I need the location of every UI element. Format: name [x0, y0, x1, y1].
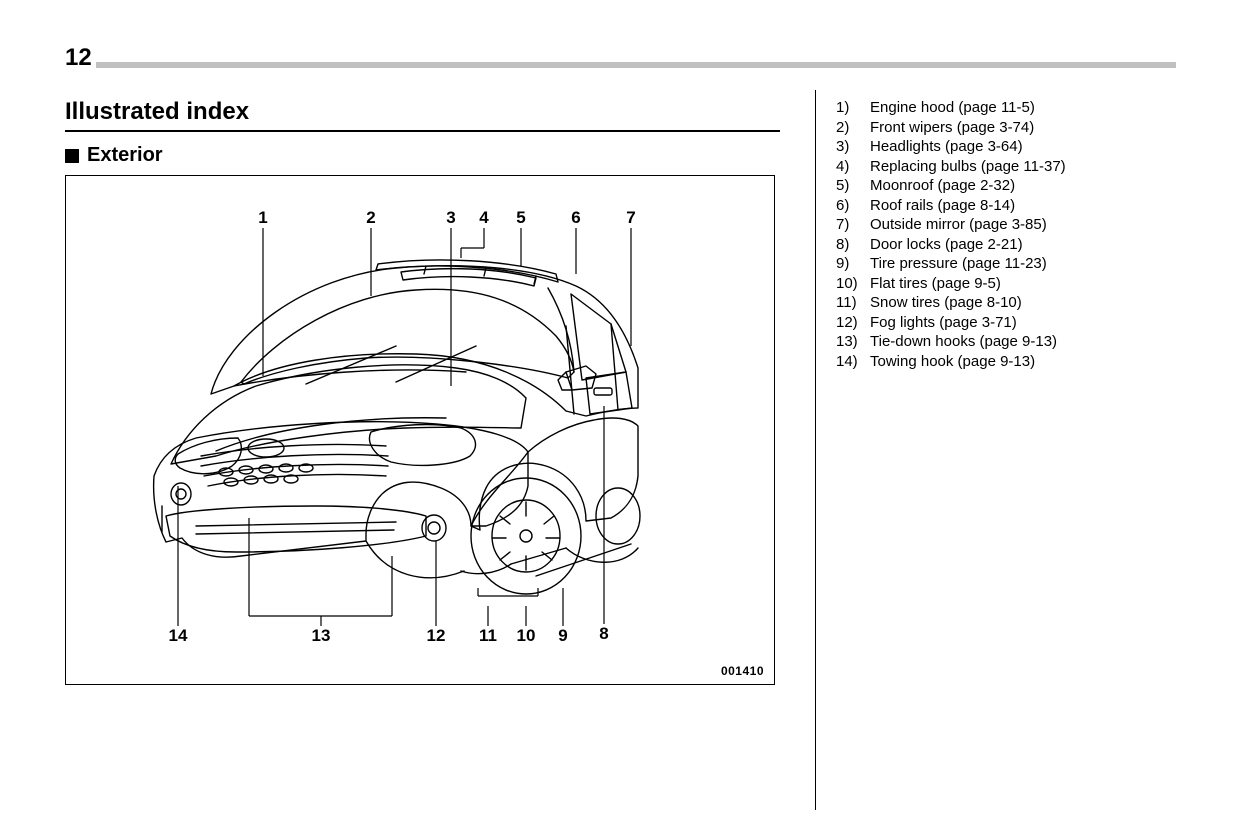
index-item-text: Outside mirror (page 3-85)	[870, 215, 1047, 235]
page-body: Illustrated index Exterior	[65, 98, 1176, 810]
index-item: 6)Roof rails (page 8-14)	[836, 196, 1176, 216]
callout-number: 3	[446, 208, 455, 228]
index-list: 1)Engine hood (page 11-5)2)Front wipers …	[836, 98, 1176, 371]
index-item: 4)Replacing bulbs (page 11-37)	[836, 157, 1176, 177]
column-divider	[815, 90, 816, 810]
figure-code: 001410	[721, 664, 764, 678]
callout-number: 5	[516, 208, 525, 228]
index-item-text: Front wipers (page 3-74)	[870, 118, 1034, 138]
callout-number: 14	[169, 626, 188, 646]
index-item: 3)Headlights (page 3-64)	[836, 137, 1176, 157]
index-item: 12)Fog lights (page 3-71)	[836, 313, 1176, 333]
index-item-number: 4)	[836, 157, 870, 177]
index-item-number: 2)	[836, 118, 870, 138]
subsection-row: Exterior	[65, 144, 780, 167]
index-item: 7)Outside mirror (page 3-85)	[836, 215, 1176, 235]
callout-number: 6	[571, 208, 580, 228]
vehicle-figure: 1234567141312111098 001410	[65, 175, 775, 685]
index-item: 8)Door locks (page 2-21)	[836, 235, 1176, 255]
index-item: 11)Snow tires (page 8-10)	[836, 293, 1176, 313]
callout-number: 4	[479, 208, 488, 228]
index-item-number: 5)	[836, 176, 870, 196]
index-item: 13)Tie-down hooks (page 9-13)	[836, 332, 1176, 352]
index-item-text: Snow tires (page 8-10)	[870, 293, 1022, 313]
index-item: 10)Flat tires (page 9-5)	[836, 274, 1176, 294]
index-item-text: Roof rails (page 8-14)	[870, 196, 1015, 216]
index-item-text: Door locks (page 2-21)	[870, 235, 1023, 255]
index-item-number: 13)	[836, 332, 870, 352]
index-item: 2)Front wipers (page 3-74)	[836, 118, 1176, 138]
index-item-number: 8)	[836, 235, 870, 255]
manual-page: 12 Illustrated index Exterior	[0, 0, 1241, 827]
index-item-text: Fog lights (page 3-71)	[870, 313, 1017, 333]
index-item: 14)Towing hook (page 9-13)	[836, 352, 1176, 372]
index-item-text: Tire pressure (page 11-23)	[870, 254, 1047, 274]
page-number: 12	[65, 46, 96, 70]
index-item: 5)Moonroof (page 2-32)	[836, 176, 1176, 196]
section-heading-rule	[65, 130, 780, 132]
callout-number: 13	[312, 626, 331, 646]
index-item-text: Headlights (page 3-64)	[870, 137, 1023, 157]
index-item-number: 12)	[836, 313, 870, 333]
callout-lines	[66, 176, 776, 686]
callout-number: 11	[479, 626, 497, 646]
index-item-number: 3)	[836, 137, 870, 157]
index-item-number: 10)	[836, 274, 870, 294]
callout-number: 8	[599, 624, 608, 644]
callout-number: 2	[366, 208, 375, 228]
callout-number: 12	[427, 626, 446, 646]
left-column: Illustrated index Exterior	[65, 98, 780, 685]
index-item-number: 7)	[836, 215, 870, 235]
index-item-text: Tie-down hooks (page 9-13)	[870, 332, 1057, 352]
index-item-text: Engine hood (page 11-5)	[870, 98, 1035, 118]
index-item-text: Flat tires (page 9-5)	[870, 274, 1001, 294]
index-item-number: 6)	[836, 196, 870, 216]
index-item-number: 11)	[836, 293, 870, 313]
callout-number: 7	[626, 208, 635, 228]
header-rule	[96, 62, 1176, 68]
callout-number: 10	[517, 626, 536, 646]
index-item-number: 9)	[836, 254, 870, 274]
page-header: 12	[65, 40, 1176, 70]
index-item: 9)Tire pressure (page 11-23)	[836, 254, 1176, 274]
index-item-number: 14)	[836, 352, 870, 372]
callout-number: 9	[558, 626, 567, 646]
index-item: 1)Engine hood (page 11-5)	[836, 98, 1176, 118]
callout-number: 1	[258, 208, 267, 228]
subsection-heading: Exterior	[87, 144, 163, 167]
index-item-text: Moonroof (page 2-32)	[870, 176, 1015, 196]
square-bullet-icon	[65, 149, 79, 163]
index-item-text: Replacing bulbs (page 11-37)	[870, 157, 1066, 177]
section-heading: Illustrated index	[65, 98, 780, 126]
right-column: 1)Engine hood (page 11-5)2)Front wipers …	[836, 98, 1176, 371]
index-item-text: Towing hook (page 9-13)	[870, 352, 1035, 372]
index-item-number: 1)	[836, 98, 870, 118]
